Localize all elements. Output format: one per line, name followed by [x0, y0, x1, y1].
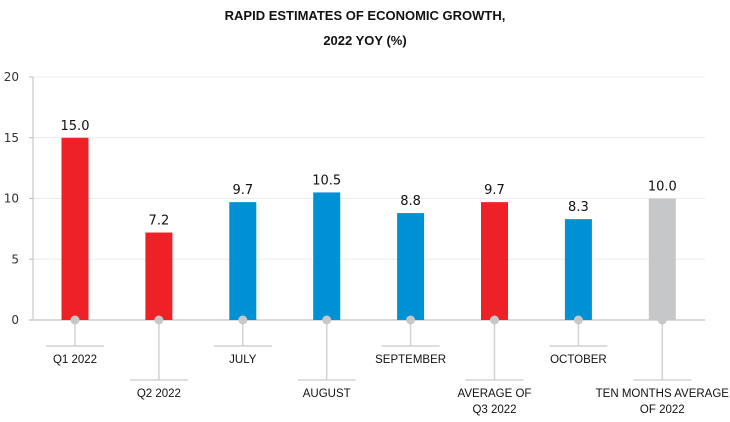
category-label: SEPTEMBER [375, 354, 446, 366]
category-connectors [46, 315, 692, 381]
y-tick-label: 0 [11, 313, 19, 327]
category-label: Q1 2022 [53, 354, 97, 366]
bar [61, 137, 89, 320]
y-tick-label: 5 [11, 252, 19, 266]
data-label: 10.0 [648, 180, 677, 195]
category-dot [490, 315, 499, 325]
y-tick-label: 10 [4, 192, 19, 206]
y-tick-label: 15 [4, 131, 19, 145]
data-label: 7.2 [149, 214, 170, 229]
bar [313, 192, 341, 320]
bar [481, 202, 508, 320]
category-dot [154, 315, 164, 325]
data-label: 8.8 [400, 194, 421, 209]
data-label: 15.0 [61, 119, 90, 134]
category-dot [657, 315, 667, 325]
data-label: 9.7 [232, 183, 253, 198]
axes: 0 5 10 15 20 [4, 70, 705, 327]
data-label: 10.5 [312, 173, 341, 188]
category-dot [238, 315, 248, 325]
category-label: Q2 2022 [137, 388, 181, 400]
category-dot [322, 315, 332, 325]
bar [145, 232, 173, 320]
data-label: 9.7 [484, 183, 505, 198]
category-dot [573, 315, 583, 325]
category-label: AVERAGE OF [458, 388, 532, 400]
category-label: Q3 2022 [472, 404, 516, 416]
chart-title: RAPID ESTIMATES OF ECONOMIC GROWTH, [224, 8, 506, 23]
bar [229, 202, 257, 320]
bar [648, 198, 676, 320]
category-label: AUGUST [303, 388, 351, 400]
category-dot [70, 315, 80, 325]
chart-subtitle: 2022 YOY (%) [323, 33, 407, 48]
y-tick-label: 20 [4, 70, 19, 84]
labels: 15.0 7.2 9.7 10.5 8.8 9.7 8.3 10.0 Q1 2022 Q2 202… [53, 119, 729, 416]
category-label: JULY [229, 354, 257, 366]
bars [61, 137, 676, 320]
data-label: 8.3 [568, 200, 589, 215]
category-label: OCTOBER [550, 354, 607, 366]
category-dot [406, 315, 416, 325]
category-label: OF 2022 [640, 404, 685, 416]
bar [397, 213, 425, 320]
gridlines [33, 76, 705, 260]
bar [564, 219, 592, 320]
category-label: TEN MONTHS AVERAGE [596, 388, 730, 400]
